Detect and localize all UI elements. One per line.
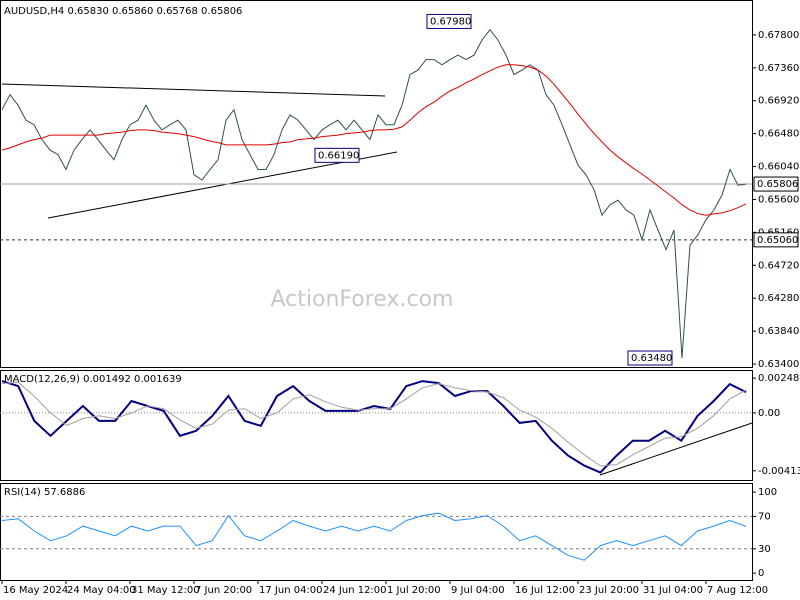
- price-label: 0.65060: [757, 235, 798, 246]
- x-tick-label: 24 May 04:00: [67, 585, 136, 596]
- x-tick-label: 1 Jul 20:00: [387, 585, 441, 596]
- macd-panel: [0, 370, 753, 481]
- watermark: ActionForex.com: [271, 287, 454, 312]
- y-tick-label: 0: [758, 568, 764, 579]
- y-tick-label: 0.64280: [758, 293, 799, 304]
- trend-line: [1, 83, 386, 97]
- trend-line: [47, 151, 398, 219]
- y-tick-label: 0.002488: [758, 373, 800, 384]
- y-tick-label: 0.63400: [758, 359, 799, 370]
- y-tick-label: 0.63840: [758, 326, 799, 337]
- series-line: [1, 381, 747, 467]
- series-line: [1, 28, 747, 359]
- y-tick-label: 0.66040: [758, 162, 799, 173]
- x-tick-label: 7 Jun 20:00: [195, 585, 252, 596]
- x-tick-label: 9 Jul 04:00: [451, 585, 505, 596]
- x-tick-label: 16 Jul 12:00: [515, 585, 575, 596]
- annotation-box: [314, 147, 360, 163]
- rsi-title: RSI(14) 57.6886: [4, 487, 85, 498]
- y-tick-label: 0.66920: [758, 96, 799, 107]
- trend-line: [599, 422, 753, 476]
- price-label: 0.65806: [757, 179, 798, 190]
- series-line: [1, 380, 747, 474]
- x-tick-label: 17 Jun 04:00: [259, 585, 323, 596]
- rsi-panel: [0, 483, 753, 581]
- annotation-label: 0.67980: [430, 16, 471, 27]
- y-tick-label: 70: [758, 511, 771, 522]
- y-tick-label: 0.00: [758, 408, 780, 419]
- price-label-box: [753, 232, 799, 248]
- y-tick-label: 0.64720: [758, 260, 799, 271]
- macd-title: MACD(12,26,9) 0.001492 0.001639: [4, 374, 182, 385]
- x-tick-label: 16 May 2024: [3, 585, 68, 596]
- annotation-box: [426, 13, 472, 29]
- y-tick-label: 0.66480: [758, 129, 799, 140]
- chart-title: AUDUSD,H4 0.65830 0.65860 0.65768 0.6580…: [4, 6, 242, 17]
- y-tick-label: 30: [758, 544, 771, 555]
- x-tick-label: 31 Jul 04:00: [643, 585, 703, 596]
- price-label-box: [753, 176, 799, 192]
- y-tick-label: 0.65600: [758, 194, 799, 205]
- y-tick-label: 0.67360: [758, 63, 799, 74]
- x-tick-label: 24 Jun 12:00: [323, 585, 387, 596]
- series-line: [1, 512, 747, 561]
- x-tick-label: 7 Aug 12:00: [707, 585, 768, 596]
- x-tick-label: 31 May 12:00: [131, 585, 200, 596]
- annotation-label: 0.63480: [631, 353, 672, 364]
- y-tick-label: 100: [758, 487, 777, 498]
- y-tick-label: -0.004139: [758, 466, 800, 477]
- series-line: [1, 64, 747, 216]
- annotation-label: 0.66190: [318, 150, 359, 161]
- annotation-box: [627, 350, 673, 366]
- y-tick-label: 0.67800: [758, 30, 799, 41]
- x-tick-label: 23 Jul 20:00: [579, 585, 639, 596]
